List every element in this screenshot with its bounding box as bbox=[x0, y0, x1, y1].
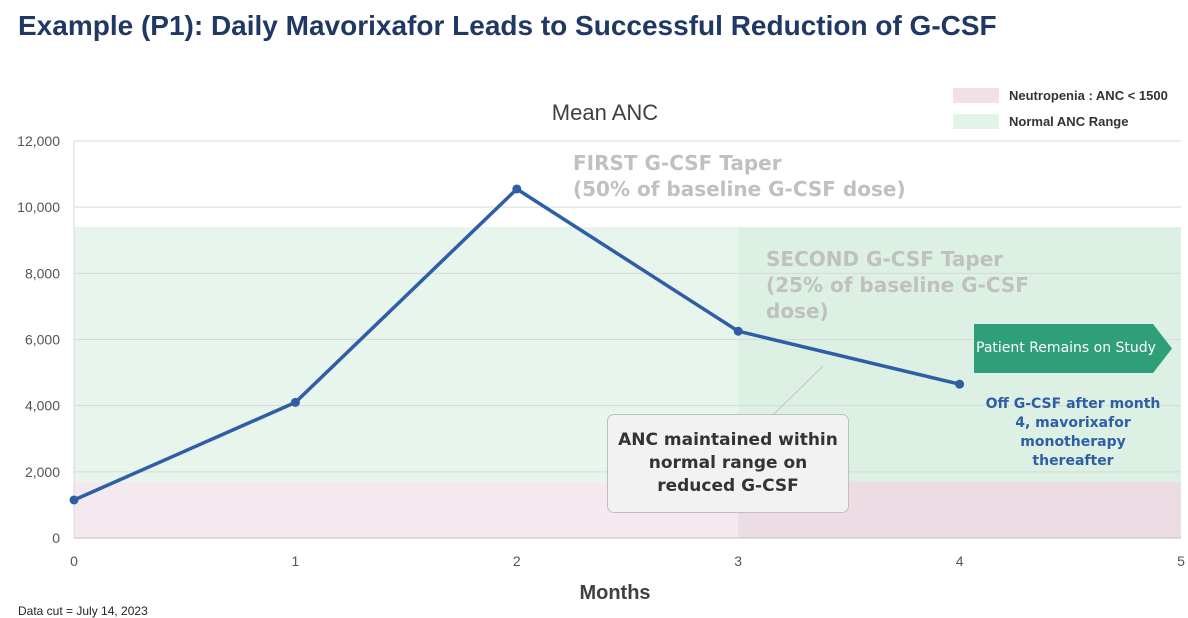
x-tick-label: 3 bbox=[734, 553, 742, 569]
chart-title: Mean ANC bbox=[551, 100, 659, 125]
anc-maintained-callout: ANC maintained within normal range on re… bbox=[607, 414, 849, 513]
x-tick-label: 0 bbox=[70, 553, 78, 569]
status-arrow-label: Patient Remains on Study bbox=[976, 340, 1156, 356]
y-tick-label: 8,000 bbox=[25, 265, 60, 281]
first-taper-line-1: FIRST G-CSF Taper bbox=[573, 151, 782, 175]
second-taper-annotation: SECOND G-CSF Taper (25% of baseline G-CS… bbox=[766, 246, 1066, 324]
status-arrow bbox=[974, 324, 1172, 373]
data-point bbox=[69, 495, 79, 505]
legend-label-neutropenia: Neutropenia : ANC < 1500 bbox=[1009, 87, 1168, 103]
legend-item-neutropenia: Neutropenia : ANC < 1500 bbox=[953, 86, 1168, 104]
callout-pointer-line bbox=[772, 365, 824, 416]
y-tick-label: 12,000 bbox=[17, 133, 60, 149]
data-point bbox=[512, 184, 522, 194]
second-taper-line-1: SECOND G-CSF Taper bbox=[766, 247, 1004, 271]
data-cut-footnote: Data cut = July 14, 2023 bbox=[18, 604, 148, 618]
first-taper-line-2: (50% of baseline G-CSF dose) bbox=[573, 177, 906, 201]
y-tick-label: 6,000 bbox=[25, 332, 60, 348]
legend-swatch-normal-range bbox=[953, 113, 999, 129]
x-tick-label: 2 bbox=[513, 553, 521, 569]
x-tick-label: 4 bbox=[956, 553, 964, 569]
y-tick-label: 2,000 bbox=[25, 464, 60, 480]
legend: Neutropenia : ANC < 1500 Normal ANC Rang… bbox=[953, 86, 1168, 138]
y-tick-label: 0 bbox=[52, 530, 60, 546]
series-mean-anc bbox=[69, 184, 965, 505]
callout-pointer bbox=[772, 365, 824, 416]
page-title: Example (P1): Daily Mavorixafor Leads to… bbox=[18, 10, 997, 41]
first-taper-annotation: FIRST G-CSF Taper (50% of baseline G-CSF… bbox=[573, 150, 906, 202]
data-point bbox=[733, 326, 743, 336]
status-arrow-shape bbox=[974, 324, 1172, 373]
data-point bbox=[290, 397, 300, 407]
x-tick-label: 5 bbox=[1177, 553, 1185, 569]
legend-item-normal-range: Normal ANC Range bbox=[953, 112, 1168, 130]
y-tick-label: 10,000 bbox=[17, 199, 60, 215]
second-taper-line-3: dose) bbox=[766, 299, 829, 323]
data-point bbox=[955, 379, 965, 389]
off-gcsf-note: Off G-CSF after month 4, mavorixafor mon… bbox=[985, 396, 1161, 469]
legend-swatch-neutropenia bbox=[953, 87, 999, 103]
x-axis-label: Months bbox=[579, 582, 651, 604]
y-tick-label: 4,000 bbox=[25, 398, 60, 414]
second-taper-line-2: (25% of baseline G-CSF bbox=[766, 273, 1029, 297]
axes: 0 2,000 4,000 6,000 8,000 10,000 12,000 0 1 2 3 4 5 bbox=[17, 133, 1185, 569]
legend-label-normal-range: Normal ANC Range bbox=[1009, 113, 1129, 129]
x-tick-label: 1 bbox=[292, 553, 300, 569]
